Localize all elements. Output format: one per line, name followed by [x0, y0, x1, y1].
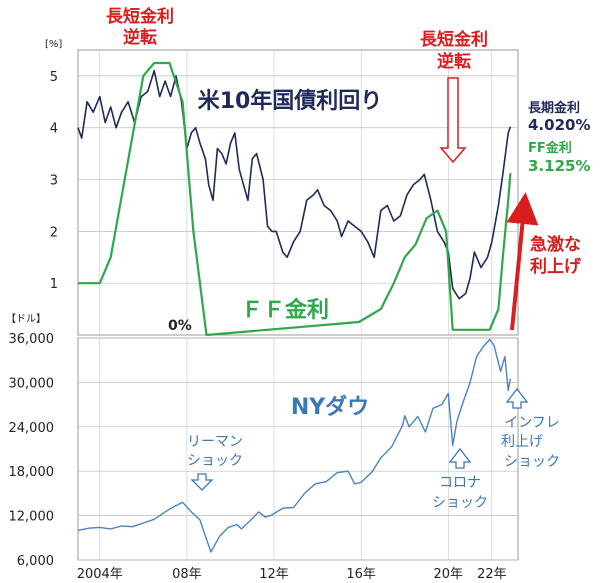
tick-label-layer: 1 2 3 4 5 6,000 12,000 18,000 24,000 30,000 36,000… — [9, 70, 507, 582]
bottom-y-tick-label: 12,000 — [9, 510, 55, 525]
annot-corona-line1: コロナ — [439, 475, 481, 491]
x-tick-label: 20年 — [434, 567, 464, 582]
legend-long-label: 長期金利 — [528, 100, 580, 116]
legend-ff-value: 3.125% — [528, 157, 590, 175]
annot-inversion-1-line2: 逆転 — [123, 27, 157, 48]
bottom-y-unit: 【ドル】 — [6, 313, 46, 325]
dow-title: NYダウ — [291, 394, 369, 420]
annot-inversion-2-line2: 逆転 — [437, 51, 471, 72]
top-series-layer — [77, 61, 512, 337]
annot-inversion-1-line1: 長短金利 — [106, 6, 174, 27]
bottom-plot-frame — [77, 337, 519, 561]
annot-inflation-line3: ショック — [504, 454, 560, 470]
annot-inflation-line2: 利上げ — [501, 434, 543, 450]
bottom-y-tick-label: 6,000 — [17, 554, 54, 569]
top-y-unit: [%] — [45, 39, 62, 50]
dow-series-line — [77, 338, 512, 553]
x-tick-label: 08年 — [172, 567, 202, 582]
bottom-series-layer — [77, 338, 512, 553]
top-y-tick-label: 3 — [50, 174, 58, 189]
bottom-y-tick-label: 36,000 — [9, 332, 55, 347]
x-tick-label: 22年 — [477, 567, 507, 582]
annot-lehman-line2: ショック — [187, 453, 243, 469]
top-y-tick-label: 1 — [50, 277, 58, 292]
x-tick-label: 2004年 — [77, 567, 123, 582]
x-tick-label: 16年 — [346, 567, 376, 582]
annot-hike-line2: 利上げ — [530, 256, 582, 277]
bottom-y-tick-label: 18,000 — [9, 465, 55, 480]
bottom-grid — [78, 337, 518, 561]
inflation-arrow-icon — [505, 387, 529, 409]
corona-arrow-icon — [448, 447, 472, 469]
us10y-series-line — [77, 69, 512, 300]
annot-inflation-line1: インフレ — [504, 415, 560, 431]
annot-inversion-2-line1: 長短金利 — [420, 29, 488, 50]
lehman-arrow-icon — [190, 473, 214, 491]
bottom-y-tick-label: 30,000 — [9, 376, 55, 391]
top-y-tick-label: 5 — [50, 70, 58, 85]
legend-long-value: 4.020% — [528, 116, 590, 134]
bottom-y-tick-label: 24,000 — [9, 421, 55, 436]
ff-series-line — [78, 61, 512, 337]
top-y-tick-label: 2 — [50, 225, 58, 240]
zero-percent-label: 0% — [168, 318, 192, 334]
top-grid — [78, 50, 518, 335]
annot-hike-line1: 急激な — [530, 234, 581, 255]
top-y-tick-label: 4 — [50, 122, 58, 137]
us10y-title: 米10年国債利回り — [198, 88, 383, 114]
annot-corona-line2: ショック — [432, 495, 488, 511]
hike-arrow-icon — [506, 192, 539, 331]
ff-title: ＦＦ金利 — [241, 297, 329, 323]
legend-ff-label: FF金利 — [528, 140, 572, 156]
annot-lehman-line1: リーマン — [187, 434, 243, 450]
inversion-2-arrow-icon — [439, 77, 467, 164]
x-tick-label: 12年 — [259, 567, 289, 582]
